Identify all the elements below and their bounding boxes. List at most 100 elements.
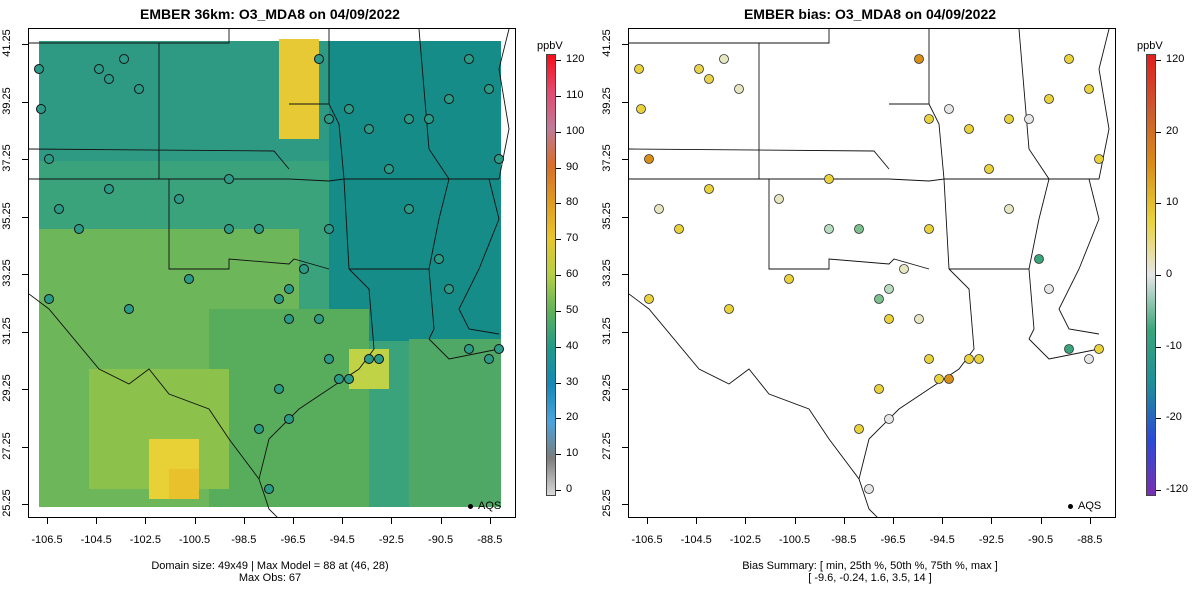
state-boundary: [629, 148, 890, 170]
bias-site-marker: [899, 264, 909, 274]
longitude-tick: [991, 518, 993, 524]
colorbar-tick-label: 70: [566, 232, 579, 245]
colorbar-tick: [556, 60, 561, 61]
state-boundary: [629, 293, 878, 517]
bias-site-marker: [704, 74, 714, 84]
longitude-tick: [96, 518, 98, 524]
bias-colorbar: [1146, 54, 1156, 496]
longitude-tick-label: -92.5: [378, 534, 404, 546]
longitude-tick: [391, 518, 393, 524]
aqs-site-marker: [284, 284, 294, 294]
longitude-tick: [1089, 518, 1091, 524]
state-boundary: [1058, 178, 1100, 335]
latitude-tick-label: 39.25: [1, 86, 13, 115]
aqs-site-marker: [274, 384, 284, 394]
aqs-site-marker: [44, 154, 54, 164]
bias-site-marker: [654, 204, 664, 214]
colorbar-tick: [556, 203, 561, 205]
colorbar-tick: [1156, 275, 1161, 276]
bias-site-marker: [924, 354, 934, 364]
colorbar-tick: [1156, 346, 1161, 348]
longitude-tick: [893, 518, 894, 524]
longitude-tick-label: -88.5: [477, 534, 503, 546]
colorbar-tick: [556, 239, 561, 241]
state-boundary: [328, 29, 345, 180]
longitude-tick-label: -106.5: [631, 534, 663, 546]
colorbar-tick: [556, 310, 561, 312]
state-boundary: [29, 293, 278, 517]
colorbar-tick: [1156, 418, 1161, 420]
latitude-tick-label: 37.25: [1, 144, 13, 172]
aqs-site-marker: [344, 104, 354, 114]
latitude-tick-label: 35.25: [601, 201, 613, 230]
aqs-site-marker: [274, 294, 284, 304]
model-field-hotspot: [169, 469, 199, 499]
aqs-site-marker: [344, 374, 354, 384]
latitude-tick: [22, 389, 28, 390]
colorbar-tick-label: 50: [566, 303, 579, 316]
latitude-tick: [622, 44, 628, 45]
aqs-site-marker: [444, 284, 454, 294]
bias-site-marker: [964, 124, 974, 134]
colorbar-tick: [556, 275, 561, 276]
longitude-tick-label: -90.5: [1028, 534, 1054, 546]
aqs-site-marker: [44, 294, 54, 304]
latitude-tick-label: 33.25: [1, 259, 13, 287]
longitude-tick: [1040, 518, 1042, 524]
bias-map-title: EMBER bias: O3_MDA8 on 04/09/2022: [743, 6, 997, 22]
bias-site-marker: [634, 64, 644, 74]
latitude-tick-label: 29.25: [1, 374, 13, 402]
latitude-tick-label: 27.25: [1, 431, 13, 460]
aqs-site-marker: [174, 194, 184, 204]
aqs-site-marker: [124, 304, 134, 314]
aqs-site-marker: [184, 274, 194, 284]
colorbar-unit: ppbV: [1137, 40, 1163, 52]
latitude-tick-label: 25.25: [1, 489, 13, 517]
aqs-dot-icon: [1068, 503, 1073, 509]
colorbar-tick-label: 60: [566, 268, 579, 280]
model-map-canvas: [29, 29, 510, 517]
bias-site-marker: [924, 224, 934, 234]
latitude-tick-label: 27.25: [601, 431, 613, 460]
bias-site-marker: [1084, 84, 1094, 94]
longitude-tick: [489, 518, 491, 524]
bias-site-marker: [854, 424, 864, 434]
latitude-tick: [22, 101, 28, 103]
bias-site-marker: [694, 64, 704, 74]
latitude-tick: [622, 101, 628, 103]
state-boundary: [1098, 29, 1110, 180]
colorbar-tick: [1156, 60, 1161, 61]
bias-site-marker: [944, 374, 954, 384]
aqs-site-marker: [444, 94, 454, 104]
longitude-tick: [145, 518, 147, 524]
aqs-site-marker: [314, 314, 324, 324]
aqs-site-marker: [364, 354, 374, 364]
longitude-tick: [647, 518, 648, 524]
bias-site-marker: [924, 114, 934, 124]
bias-site-marker: [884, 314, 894, 324]
legend-label: AQS: [478, 500, 502, 512]
bias-site-marker: [964, 354, 974, 364]
longitude-tick: [843, 518, 845, 524]
latitude-tick: [622, 446, 628, 448]
model-panel: EMBER 36km: O3_MDA8 on 04/09/2022 41.25 3…: [1, 6, 585, 584]
longitude-tick-label: -102.5: [729, 534, 761, 546]
bias-summary-values: [ -9.6, -0.24, 1.6, 3.5, 14 ]: [808, 572, 932, 584]
bias-site-marker: [784, 274, 794, 284]
longitude-tick: [243, 518, 245, 524]
bias-site-marker: [1024, 114, 1034, 124]
longitude-tick: [794, 518, 796, 524]
aqs-site-marker: [404, 204, 414, 214]
bias-site-marker: [1064, 344, 1074, 354]
latitude-tick-label: 37.25: [601, 144, 613, 172]
aqs-site-marker: [299, 264, 309, 274]
colorbar-tick: [556, 346, 561, 348]
bias-panel: EMBER bias: O3_MDA8 on 04/09/2022 41.25 3…: [600, 0, 1200, 600]
longitude-tick: [293, 518, 294, 524]
colorbar-tick: [556, 382, 561, 384]
bias-site-marker: [1064, 54, 1074, 64]
colorbar-tick-label: 100: [566, 124, 585, 137]
colorbar-tick-label: 20: [1166, 124, 1179, 137]
aqs-site-marker: [324, 354, 334, 364]
bias-site-marker: [884, 284, 894, 294]
